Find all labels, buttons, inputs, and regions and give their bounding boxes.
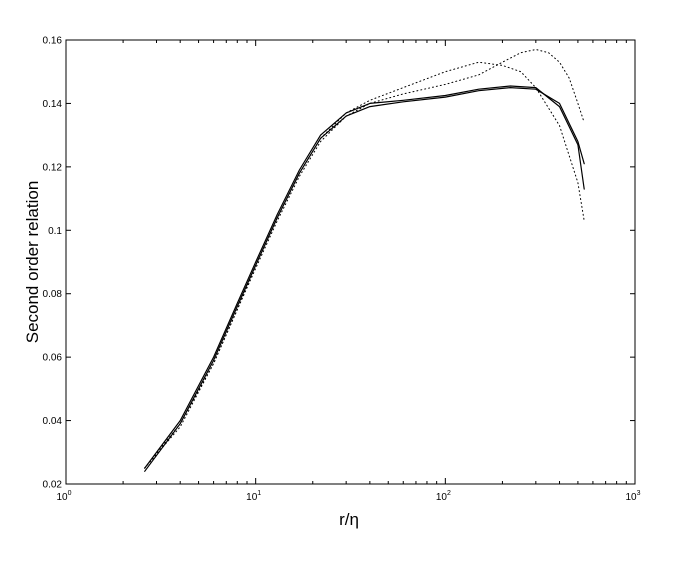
y-tick-label: 0.02 [43,480,63,491]
series-line-2 [144,86,585,472]
x-tick-label: 101 [246,490,261,503]
x-tick-label: 103 [625,490,640,503]
x-axis-title: r/η [339,510,359,529]
y-axis-ticks: 0.02 0.04 0.06 0.08 0.1 0.12 0.14 0.16 [43,36,635,491]
y-tick-label: 0.04 [43,416,63,427]
y-tick-label: 0.08 [43,289,63,300]
plot-frame [65,39,636,485]
series-line-4 [144,49,585,469]
series-line-3 [144,61,585,469]
x-tick-label: 100 [56,490,71,503]
y-axis-title: Second order relation [23,181,42,344]
y-tick-label: 0.16 [43,36,63,47]
plot-area-border [65,39,636,485]
y-tick-label: 0.1 [48,226,62,237]
y-tick-label: 0.06 [43,353,63,364]
x-tick-label: 102 [436,490,451,503]
series-line-1 [144,85,585,469]
y-tick-label: 0.14 [43,99,63,110]
series-layer [144,49,585,472]
y-tick-label: 0.12 [43,162,63,173]
x-axis-ticks: 100 101 102 103 [56,40,641,503]
